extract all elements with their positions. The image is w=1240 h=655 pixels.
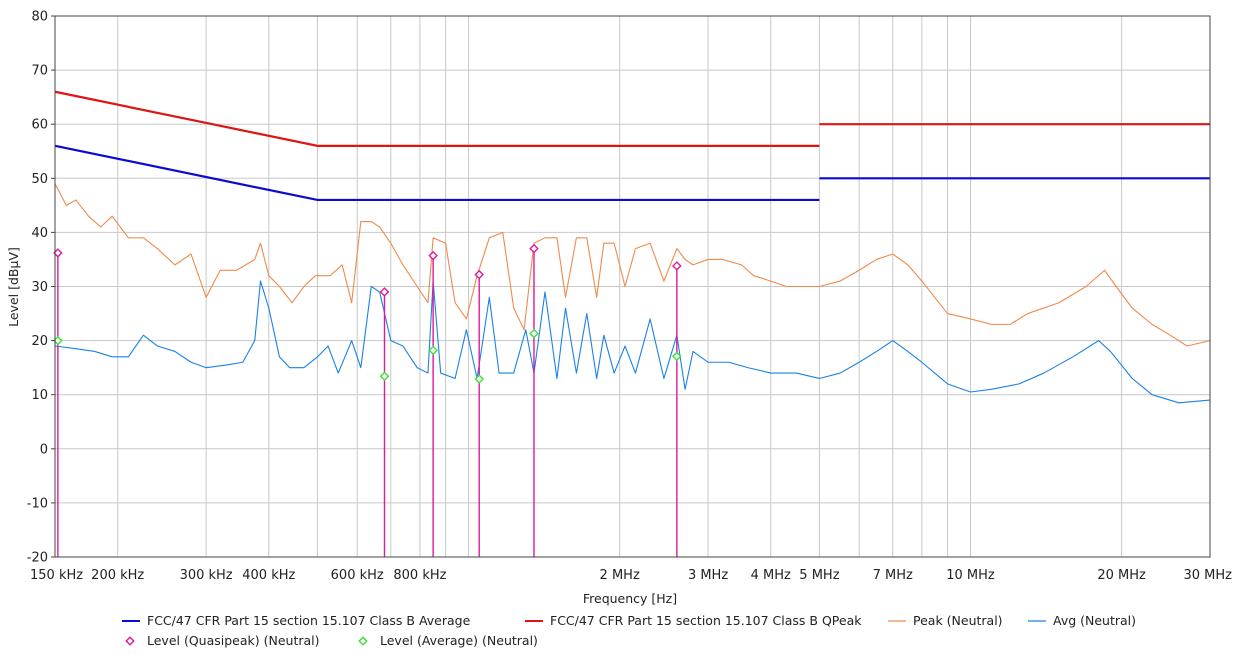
x-tick-label: 10 MHz: [946, 568, 995, 583]
legend: FCC/47 CFR Part 15 section 15.107 Class …: [122, 613, 1136, 648]
x-tick-label: 5 MHz: [799, 568, 839, 583]
grid-lines: [54, 15, 1211, 558]
average-marker: [672, 351, 682, 362]
x-tick-label: 600 kHz: [331, 568, 384, 583]
x-tick-label: 400 kHz: [242, 568, 295, 583]
x-tick-label: 800 kHz: [393, 568, 446, 583]
quasipeak-marker: [474, 269, 484, 280]
y-tick-label: 20: [31, 334, 48, 349]
limit-line-segment: [54, 144, 820, 202]
x-tick-label: 150 kHz: [30, 568, 83, 583]
y-tick-label: -20: [27, 551, 48, 566]
y-axis-label: Level [dBµV]: [6, 247, 21, 327]
x-tick-label: 20 MHz: [1097, 568, 1146, 583]
y-tick-label: 10: [31, 388, 48, 403]
x-tick-label: 3 MHz: [688, 568, 728, 583]
y-tick-labels: 80 70 60 50 40 30 20 10 0 -10 -20: [27, 10, 55, 566]
y-tick-label: 30: [31, 280, 48, 295]
x-tick-label: 2 MHz: [600, 568, 640, 583]
legend-swatch-marker: [358, 636, 368, 646]
y-tick-label: 40: [31, 226, 48, 241]
legend-entry-label: Level (Average) (Neutral): [380, 633, 538, 648]
average-marker: [379, 371, 390, 382]
x-tick-label: 300 kHz: [180, 568, 233, 583]
y-tick-label: 0: [40, 442, 48, 457]
legend-entry-label: Avg (Neutral): [1053, 613, 1136, 628]
y-tick-label: -10: [27, 496, 48, 511]
quasipeak-marker: [529, 243, 539, 254]
quasipeak-marker: [672, 261, 682, 271]
legend-entry-label: Level (Quasipeak) (Neutral): [147, 633, 320, 648]
x-tick-label: 7 MHz: [873, 568, 913, 583]
legend-entry-label: FCC/47 CFR Part 15 section 15.107 Class …: [147, 613, 471, 628]
y-tick-label: 50: [31, 172, 48, 187]
average-marker: [474, 374, 484, 384]
x-tick-label: 4 MHz: [751, 568, 791, 583]
x-axis-label: Frequency [Hz]: [583, 591, 677, 606]
marker-layer: [53, 243, 682, 557]
series-layer: [54, 90, 1211, 404]
legend-entry-label: FCC/47 CFR Part 15 section 15.107 Class …: [550, 613, 862, 628]
y-tick-label: 60: [31, 118, 48, 133]
average-marker: [529, 328, 539, 339]
x-tick-labels: 150 kHz 200 kHz 300 kHz 400 kHz 600 kHz 800 k…: [30, 568, 1232, 583]
series-line-peak-neutral-: [54, 183, 1211, 347]
y-tick-label: 80: [31, 10, 48, 25]
quasipeak-marker: [379, 287, 390, 297]
x-tick-label: 200 kHz: [91, 568, 144, 583]
series-line-avg-neutral-: [54, 280, 1211, 404]
y-tick-label: 70: [31, 64, 48, 79]
x-tick-label: 30 MHz: [1184, 568, 1233, 583]
limit-line-segment: [54, 90, 820, 147]
legend-entry-label: Peak (Neutral): [913, 613, 1003, 628]
legend-swatch-marker: [125, 636, 135, 646]
average-marker: [428, 345, 438, 356]
quasipeak-marker: [428, 250, 438, 261]
